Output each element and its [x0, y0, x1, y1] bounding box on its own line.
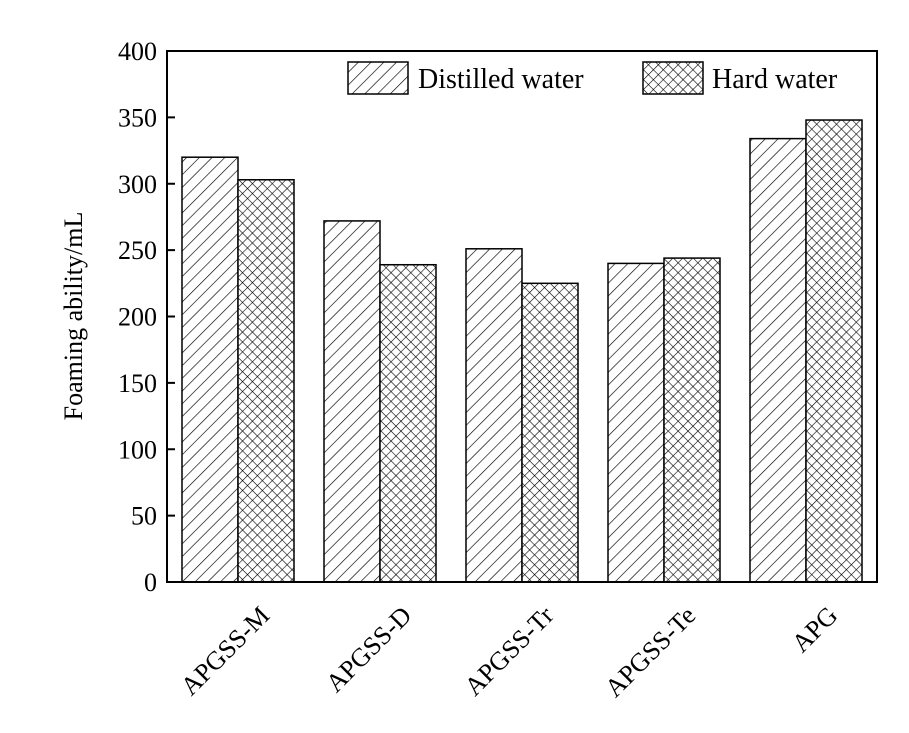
legend: Distilled water Hard water — [347, 61, 838, 95]
bar-hard-apgss-m — [237, 179, 295, 583]
y-tick-label: 300 — [118, 170, 157, 199]
y-tick-label: 400 — [118, 37, 157, 66]
bar-distilled-apgss-tr — [465, 248, 523, 583]
plot-frame — [166, 50, 878, 583]
legend-label-hard: Hard water — [712, 64, 838, 95]
y-tick-label: 350 — [118, 103, 157, 132]
legend-label-distilled: Distilled water — [418, 64, 584, 95]
bar-hard-apgss-te — [663, 257, 721, 583]
y-axis-ticks: 0 50 100 150 200 250 300 350 400 — [118, 37, 175, 597]
bar-distilled-apgss-te — [607, 262, 665, 583]
legend-swatch-hard — [642, 61, 704, 95]
bar-distilled-apgss-d — [323, 220, 381, 583]
y-tick-label: 100 — [118, 435, 157, 464]
y-tick-label: 200 — [118, 303, 157, 332]
x-category-label: APGSS-M — [175, 601, 275, 701]
legend-swatch-distilled — [347, 61, 409, 95]
y-tick-label: 0 — [144, 568, 157, 597]
x-category-label: APG — [786, 601, 843, 658]
y-axis-title: Foaming ability/mL — [59, 212, 88, 421]
bar-hard-apgss-d — [379, 263, 437, 583]
x-category-label: APGSS-Tr — [459, 601, 560, 702]
x-category-label: APGSS-D — [320, 601, 417, 698]
bar-hard-apgss-tr — [521, 282, 579, 583]
y-tick-label: 50 — [131, 502, 157, 531]
y-tick-label: 150 — [118, 369, 157, 398]
bar-hard-apg — [805, 119, 863, 583]
y-tick-label: 250 — [118, 236, 157, 265]
x-axis-labels: APGSS-M APGSS-D APGSS-Tr APGSS-Te APG — [175, 601, 843, 703]
bar-distilled-apgss-m — [181, 156, 239, 583]
x-category-label: APGSS-Te — [599, 601, 701, 703]
bars-group — [181, 119, 863, 583]
bar-distilled-apg — [749, 137, 807, 583]
